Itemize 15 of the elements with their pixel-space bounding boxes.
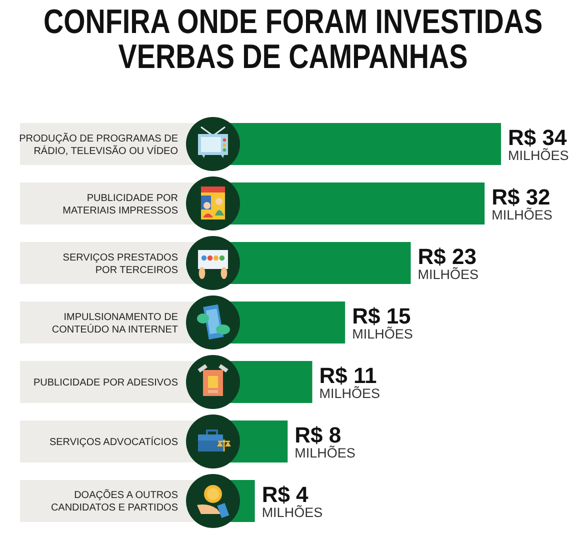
data-label: R$ 8 MILHÕES bbox=[294, 422, 356, 460]
y-tick-label: IMPULSIONAMENTO DE CONTEÚDO NA INTERNET bbox=[52, 312, 178, 336]
y-tick-label: PRODUÇÃO DE PROGRAMAS DE RÁDIO, TELEVISÃO OU VÍDEO bbox=[19, 132, 178, 157]
data-label: R$ 34 MILHÕES bbox=[508, 125, 569, 163]
y-tick-label: SERVIÇOS PRESTADOS POR TERCEIROS bbox=[62, 252, 178, 276]
y-tick-label: PUBLICIDADE POR ADESIVOS bbox=[34, 378, 178, 388]
y-tick-label: DOAÇÕES A OUTROS CANDIDATOS E PARTIDOS bbox=[50, 489, 178, 514]
data-label: R$ 11 MILHÕES bbox=[319, 362, 380, 401]
data-label: R$ 15 MILHÕES bbox=[352, 303, 413, 342]
chart-title: CONFIRA ONDE FORAM INVESTIDAS VERBAS DE CAMPANHAS bbox=[43, 2, 543, 76]
y-tick-label: PUBLICIDADE POR MATERIAIS IMPRESSOS bbox=[62, 192, 178, 216]
data-label: R$ 4 MILHÕES bbox=[262, 482, 323, 520]
data-label: R$ 32 MILHÕES bbox=[492, 184, 552, 222]
y-tick-label: SERVIÇOS ADVOCATÍCIOS bbox=[49, 436, 178, 448]
data-label: R$ 23 MILHÕES bbox=[418, 244, 478, 282]
